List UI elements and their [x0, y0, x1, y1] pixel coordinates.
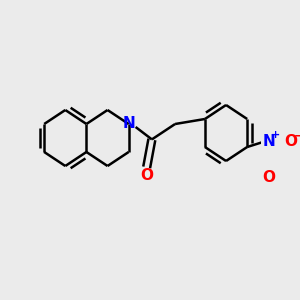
Text: O: O: [140, 168, 153, 183]
Text: O: O: [285, 134, 298, 149]
Text: N: N: [263, 134, 275, 149]
Text: +: +: [271, 130, 280, 140]
Text: N: N: [122, 116, 135, 131]
Text: −: −: [294, 130, 300, 142]
Text: O: O: [262, 170, 276, 185]
